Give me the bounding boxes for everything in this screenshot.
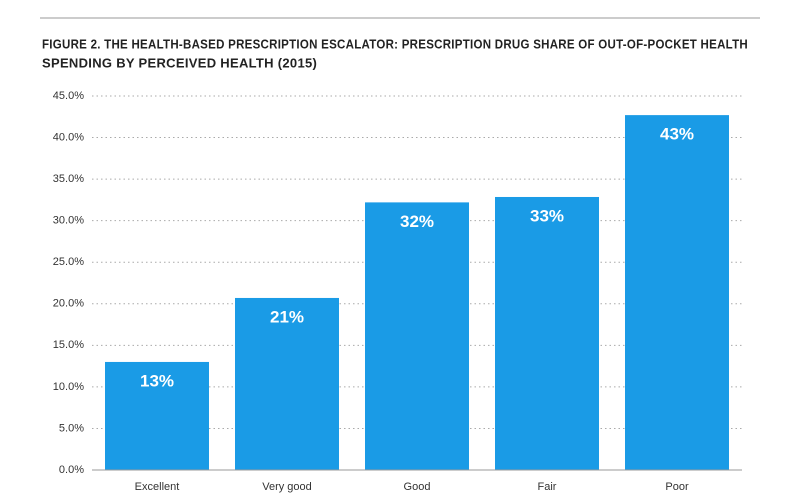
- value-label: 33%: [530, 206, 564, 225]
- y-tick-label: 30.0%: [53, 215, 84, 227]
- y-tick-label: 20.0%: [53, 298, 84, 310]
- value-label: 43%: [660, 125, 694, 144]
- y-tick-label: 0.0%: [59, 464, 84, 476]
- y-tick-label: 25.0%: [53, 256, 84, 268]
- bar: [625, 115, 729, 471]
- x-tick-label: Very good: [262, 481, 312, 493]
- y-tick-label: 40.0%: [53, 131, 84, 143]
- y-tick-label: 35.0%: [53, 173, 84, 185]
- y-tick-label: 45.0%: [53, 90, 84, 102]
- chart-title: FIGURE 2. THE HEALTH-BASED PRESCRIPTION …: [42, 36, 748, 51]
- value-label: 21%: [270, 307, 304, 326]
- y-tick-label: 10.0%: [53, 381, 84, 393]
- x-tick-label: Excellent: [135, 481, 180, 493]
- value-label: 32%: [400, 212, 434, 231]
- y-tick-label: 5.0%: [59, 422, 84, 434]
- chart-title: SPENDING BY PERCEIVED HEALTH (2015): [42, 55, 317, 70]
- bar: [365, 202, 469, 471]
- x-tick-label: Poor: [665, 481, 689, 493]
- y-tick-label: 15.0%: [53, 339, 84, 351]
- x-tick-label: Fair: [538, 481, 557, 493]
- x-tick-label: Good: [404, 481, 431, 493]
- bar: [235, 297, 339, 470]
- bar: [495, 196, 599, 471]
- value-label: 13%: [140, 371, 174, 390]
- bar: [105, 361, 209, 470]
